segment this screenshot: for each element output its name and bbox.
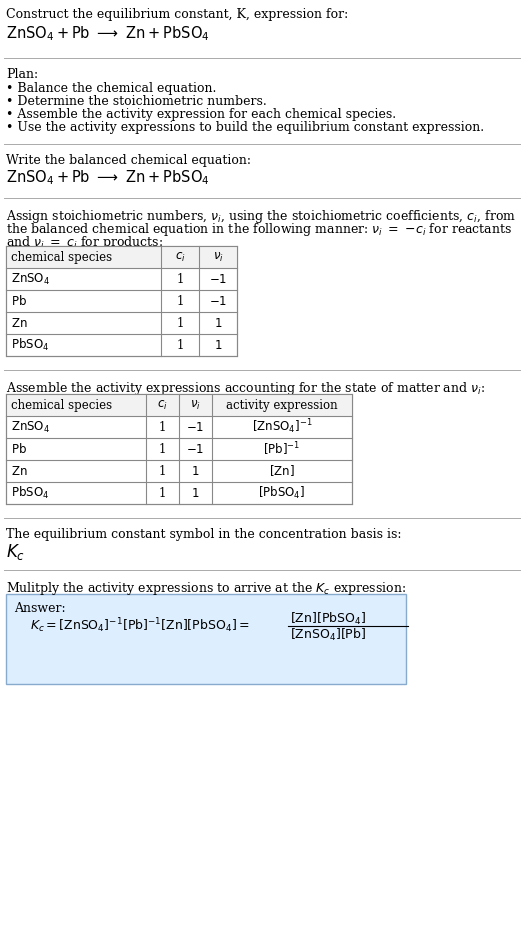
- Text: $\mathrm{Pb}$: $\mathrm{Pb}$: [11, 442, 27, 456]
- Text: $[\mathrm{Pb}]^{-1}$: $[\mathrm{Pb}]^{-1}$: [264, 440, 301, 457]
- Text: Assemble the activity expressions accounting for the state of matter and $\mathi: Assemble the activity expressions accoun…: [6, 380, 485, 397]
- Text: $\mathrm{Zn}$: $\mathrm{Zn}$: [11, 317, 28, 329]
- Text: $c_i$: $c_i$: [157, 399, 168, 412]
- Text: $\mathrm{Pb}$: $\mathrm{Pb}$: [11, 294, 27, 308]
- Text: $1$: $1$: [191, 487, 200, 499]
- Text: The equilibrium constant symbol in the concentration basis is:: The equilibrium constant symbol in the c…: [6, 528, 401, 541]
- Text: 1: 1: [176, 294, 184, 307]
- Text: • Assemble the activity expression for each chemical species.: • Assemble the activity expression for e…: [6, 108, 396, 121]
- Text: Answer:: Answer:: [14, 602, 66, 615]
- Text: $\nu_i$: $\nu_i$: [213, 251, 223, 264]
- Text: 1: 1: [176, 317, 184, 329]
- Text: $[\mathrm{Zn}]$: $[\mathrm{Zn}]$: [269, 463, 295, 478]
- Text: $[\mathrm{ZnSO_4}]^{-1}$: $[\mathrm{ZnSO_4}]^{-1}$: [252, 418, 312, 437]
- Bar: [6, 394, 352, 504]
- Text: 1: 1: [176, 339, 184, 351]
- Text: Assign stoichiometric numbers, $\mathit{\nu_i}$, using the stoichiometric coeffi: Assign stoichiometric numbers, $\mathit{…: [6, 208, 516, 225]
- Text: chemical species: chemical species: [11, 399, 112, 412]
- Text: $\mathrm{ZnSO_4}$: $\mathrm{ZnSO_4}$: [11, 271, 50, 287]
- Text: 1: 1: [159, 464, 166, 477]
- Text: Write the balanced chemical equation:: Write the balanced chemical equation:: [6, 154, 251, 167]
- Text: $1$: $1$: [214, 339, 222, 351]
- Text: $1$: $1$: [191, 464, 200, 477]
- Text: • Use the activity expressions to build the equilibrium constant expression.: • Use the activity expressions to build …: [6, 121, 484, 134]
- Text: $\mathrm{ZnSO_4 + Pb\ \longrightarrow\ Zn + PbSO_4}$: $\mathrm{ZnSO_4 + Pb\ \longrightarrow\ Z…: [6, 168, 210, 187]
- Text: $c_i$: $c_i$: [174, 251, 185, 264]
- Text: $-1$: $-1$: [209, 294, 227, 307]
- Text: • Determine the stoichiometric numbers.: • Determine the stoichiometric numbers.: [6, 95, 267, 108]
- Text: $\mathrm{Zn}$: $\mathrm{Zn}$: [11, 464, 28, 477]
- Text: 1: 1: [176, 272, 184, 286]
- Text: the balanced chemical equation in the following manner: $\mathit{\nu_i}$ $=$ $-\: the balanced chemical equation in the fo…: [6, 221, 512, 238]
- Text: Mulitply the activity expressions to arrive at the $K_c$ expression:: Mulitply the activity expressions to arr…: [6, 580, 406, 597]
- Text: $-1$: $-1$: [209, 272, 227, 286]
- Text: 1: 1: [159, 442, 166, 456]
- Text: $1$: $1$: [214, 317, 222, 329]
- Text: chemical species: chemical species: [11, 251, 112, 264]
- Text: activity expression: activity expression: [226, 399, 338, 412]
- Text: $-1$: $-1$: [187, 420, 204, 434]
- Text: $\mathrm{ZnSO_4}$: $\mathrm{ZnSO_4}$: [11, 419, 50, 435]
- Text: $[\mathrm{Zn}][\mathrm{PbSO_4}]$: $[\mathrm{Zn}][\mathrm{PbSO_4}]$: [290, 611, 366, 627]
- Bar: [6, 246, 237, 268]
- Text: $\mathrm{PbSO_4}$: $\mathrm{PbSO_4}$: [11, 337, 49, 353]
- Text: and $\mathit{\nu_i}$ $=$ $\mathit{c_i}$ for products:: and $\mathit{\nu_i}$ $=$ $\mathit{c_i}$ …: [6, 234, 163, 251]
- Text: $-1$: $-1$: [187, 442, 204, 456]
- Text: $[\mathrm{ZnSO_4}][\mathrm{Pb}]$: $[\mathrm{ZnSO_4}][\mathrm{Pb}]$: [290, 627, 366, 643]
- Text: $K_c$: $K_c$: [6, 542, 25, 562]
- Text: $\mathrm{PbSO_4}$: $\mathrm{PbSO_4}$: [11, 485, 49, 501]
- Text: Plan:: Plan:: [6, 68, 38, 81]
- Bar: [6, 394, 352, 416]
- Text: 1: 1: [159, 420, 166, 434]
- Bar: [6, 246, 237, 356]
- Text: $\nu_i$: $\nu_i$: [190, 399, 201, 412]
- Text: $\mathrm{ZnSO_4 + Pb\ \longrightarrow\ Zn + PbSO_4}$: $\mathrm{ZnSO_4 + Pb\ \longrightarrow\ Z…: [6, 24, 210, 43]
- Text: • Balance the chemical equation.: • Balance the chemical equation.: [6, 82, 216, 95]
- Text: 1: 1: [159, 487, 166, 499]
- Text: Construct the equilibrium constant, K, expression for:: Construct the equilibrium constant, K, e…: [6, 8, 348, 21]
- Bar: [6, 594, 406, 684]
- Text: $[\mathrm{PbSO_4}]$: $[\mathrm{PbSO_4}]$: [258, 485, 305, 501]
- Text: $K_c = [\mathrm{ZnSO_4}]^{-1}[\mathrm{Pb}]^{-1}[\mathrm{Zn}][\mathrm{PbSO_4}] =$: $K_c = [\mathrm{ZnSO_4}]^{-1}[\mathrm{Pb…: [30, 617, 249, 635]
